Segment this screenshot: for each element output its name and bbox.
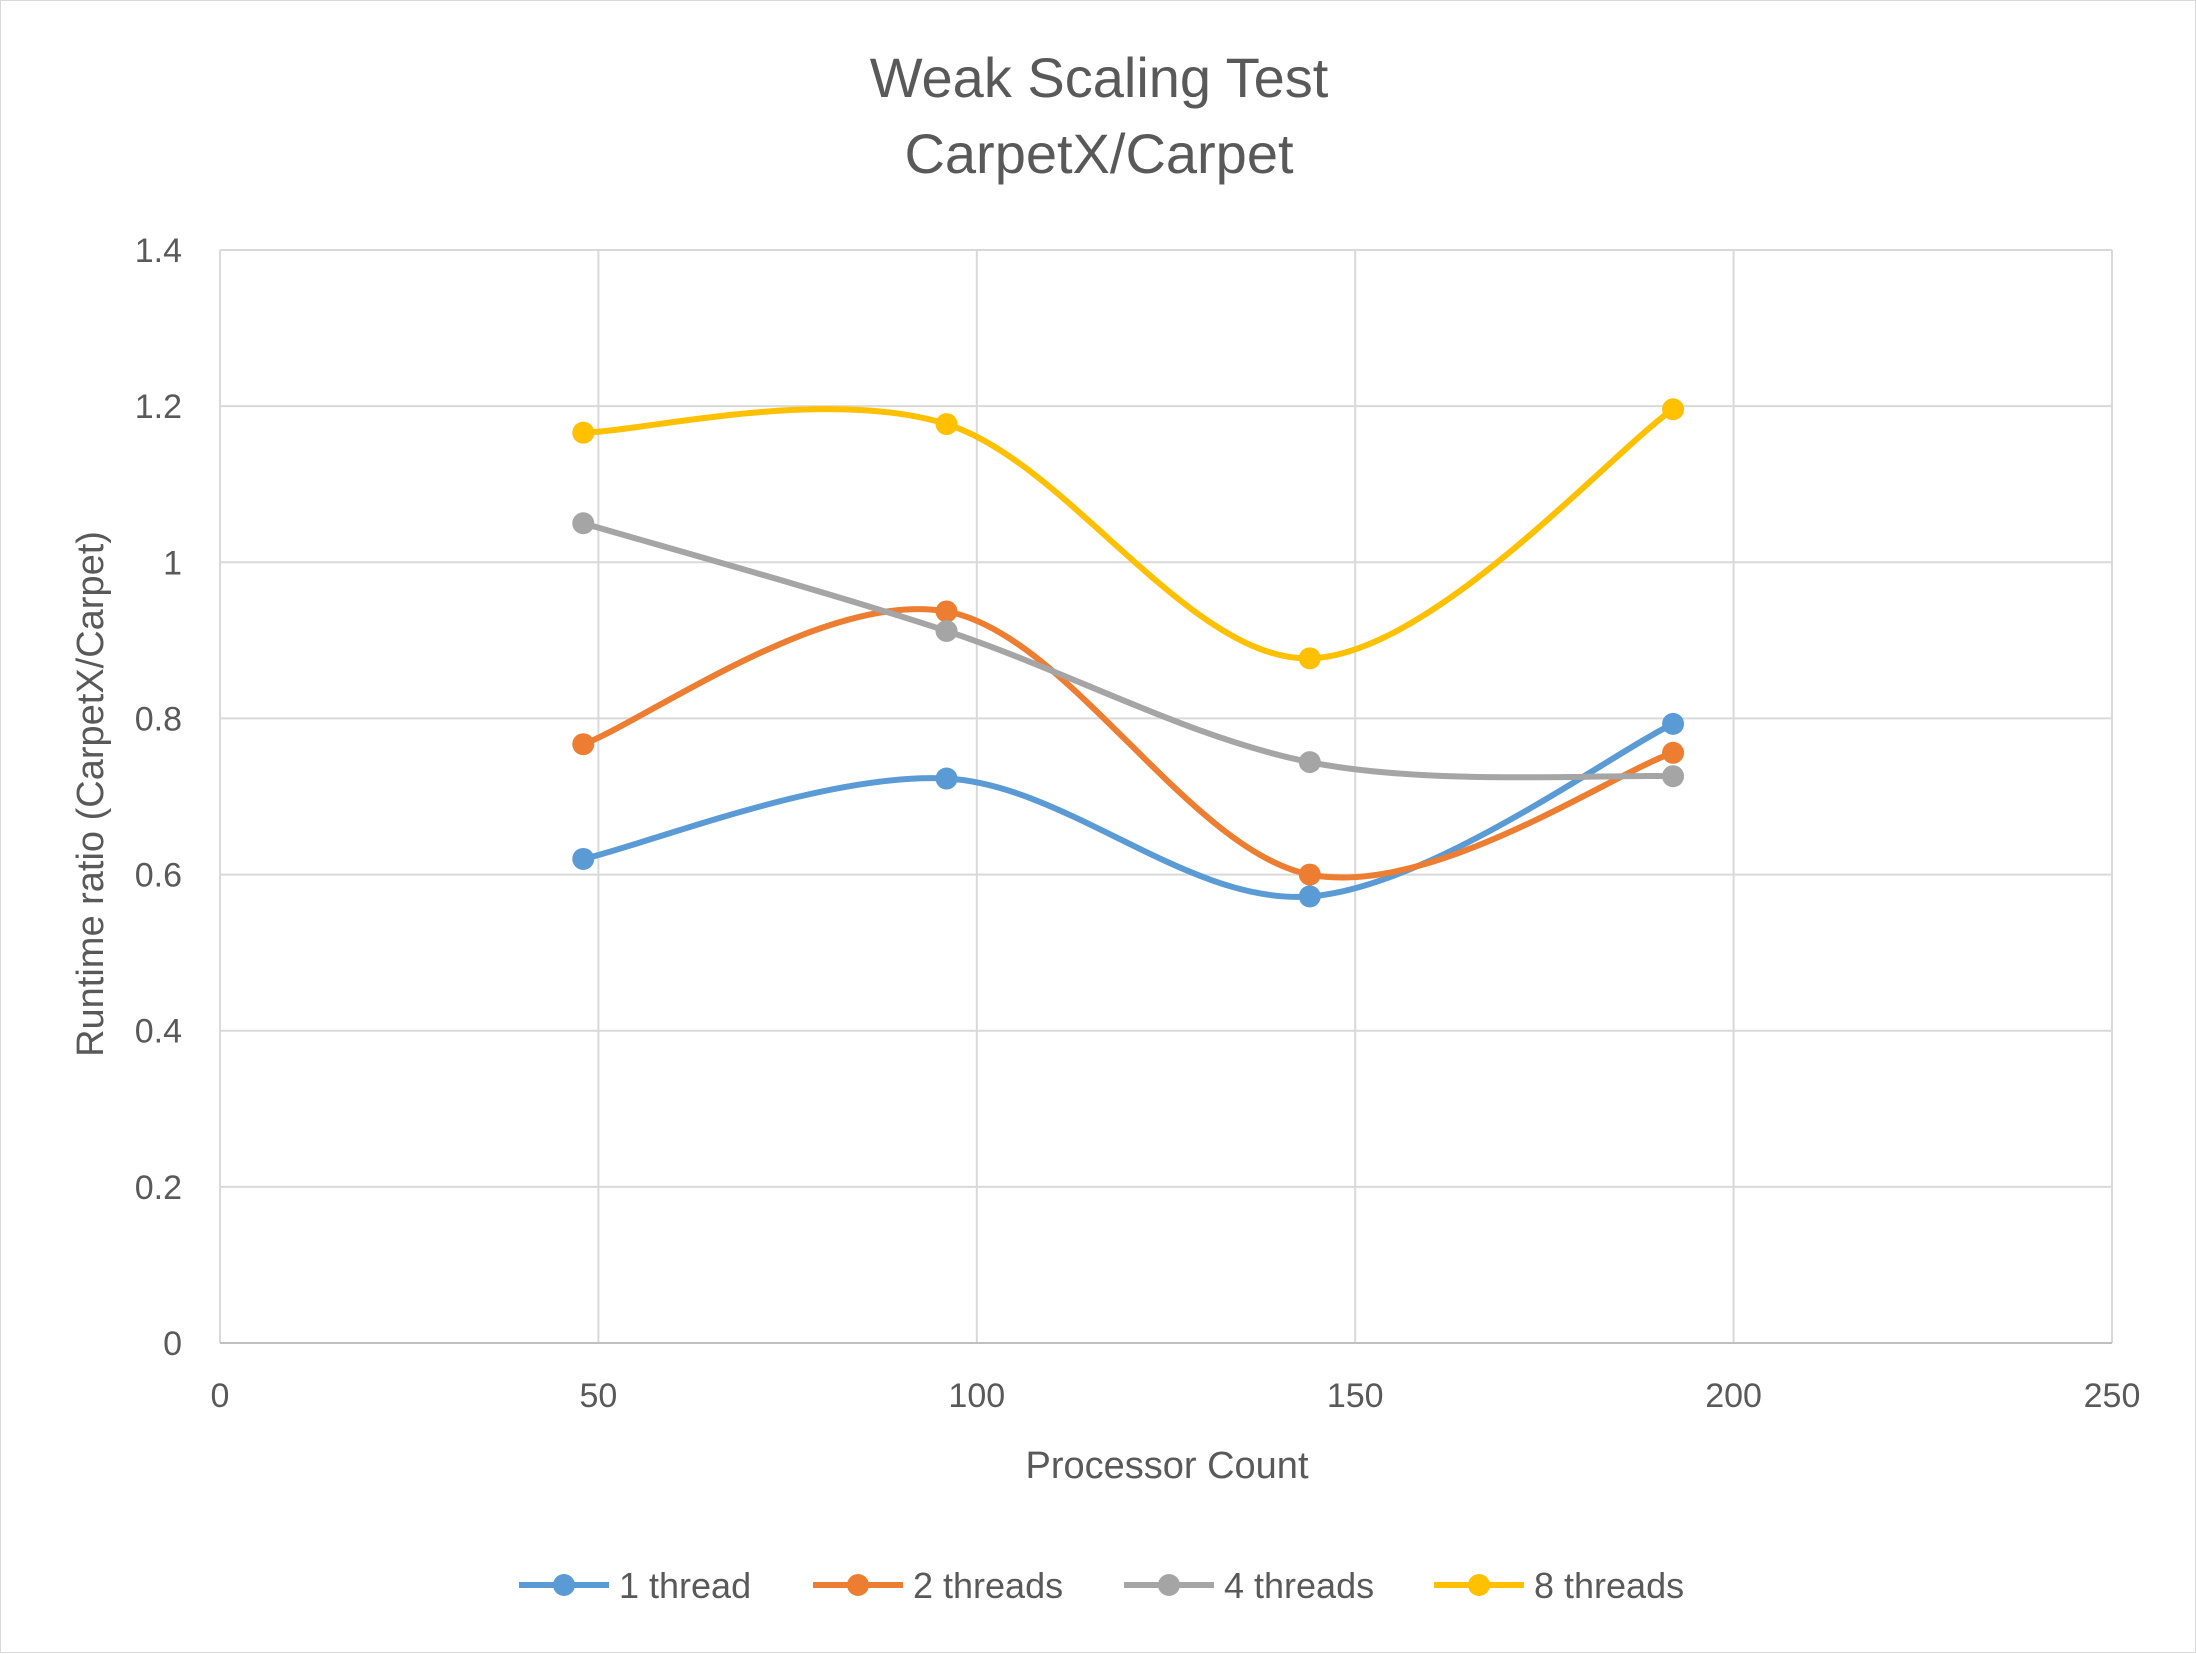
legend-entry: 4 threads: [1124, 1565, 1374, 1606]
data-point: [935, 600, 958, 623]
legend-label: 8 threads: [1534, 1565, 1684, 1606]
legend-label: 4 threads: [1224, 1565, 1374, 1606]
legend-marker: [1468, 1574, 1490, 1596]
legend-entry: 1 thread: [519, 1565, 751, 1606]
chart-subtitle: CarpetX/Carpet: [904, 122, 1294, 185]
legend-entry: 2 threads: [813, 1565, 1063, 1606]
y-tick-label: 0.6: [135, 857, 182, 895]
legend-label: 2 threads: [913, 1565, 1063, 1606]
x-tick-label: 100: [948, 1377, 1005, 1415]
y-tick-label: 1.4: [135, 232, 182, 270]
y-axis-title: Runtime ratio (CarpetX/Carpet): [70, 531, 112, 1057]
data-point: [1662, 741, 1685, 764]
data-point: [935, 767, 958, 790]
y-tick-label: 0: [163, 1325, 182, 1363]
data-point: [1298, 751, 1321, 774]
legend-marker: [553, 1574, 575, 1596]
legend: 1 thread 2 threads 4 threads 8 threads: [519, 1565, 1684, 1606]
legend-marker: [847, 1574, 869, 1596]
series-line: [580, 606, 1677, 881]
series-lines: [572, 398, 1685, 908]
x-tick-label: 150: [1327, 1377, 1384, 1415]
tick-labels: 0 0.2 0.4 0.6 0.8 1 1.2 1.4 0 50 100 150 200 250: [135, 232, 2141, 1415]
series-2: [572, 600, 1685, 886]
legend-entry: 8 threads: [1434, 1565, 1684, 1606]
series-1: [572, 712, 1685, 908]
legend-label: 1 thread: [619, 1565, 751, 1606]
data-point: [572, 421, 595, 444]
x-tick-label: 50: [579, 1377, 617, 1415]
data-point: [1298, 647, 1321, 670]
x-tick-label: 200: [1705, 1377, 1762, 1415]
data-point: [572, 847, 595, 870]
x-axis-title: Processor Count: [1025, 1445, 1308, 1487]
y-tick-label: 1.2: [135, 388, 182, 426]
data-point: [572, 512, 595, 535]
y-tick-label: 0.2: [135, 1169, 182, 1207]
y-tick-label: 0.4: [135, 1013, 182, 1051]
x-tick-label: 0: [211, 1377, 230, 1415]
data-point: [1298, 885, 1321, 908]
data-point: [1662, 398, 1685, 421]
series-3: [572, 512, 1685, 788]
grid-lines: [219, 249, 2113, 1344]
series-line: [580, 406, 1677, 662]
x-tick-label: 250: [2084, 1377, 2141, 1415]
chart-title: Weak Scaling Test: [870, 46, 1329, 109]
data-point: [935, 619, 958, 642]
data-point: [1662, 712, 1685, 735]
data-point: [935, 413, 958, 436]
data-point: [572, 733, 595, 756]
y-tick-label: 1: [163, 544, 182, 582]
legend-marker: [1158, 1574, 1180, 1596]
series-line: [580, 720, 1677, 900]
series-4: [572, 398, 1685, 670]
data-point: [1662, 765, 1685, 788]
data-point: [1298, 863, 1321, 886]
series-line: [580, 520, 1677, 781]
y-tick-label: 0.8: [135, 700, 182, 738]
